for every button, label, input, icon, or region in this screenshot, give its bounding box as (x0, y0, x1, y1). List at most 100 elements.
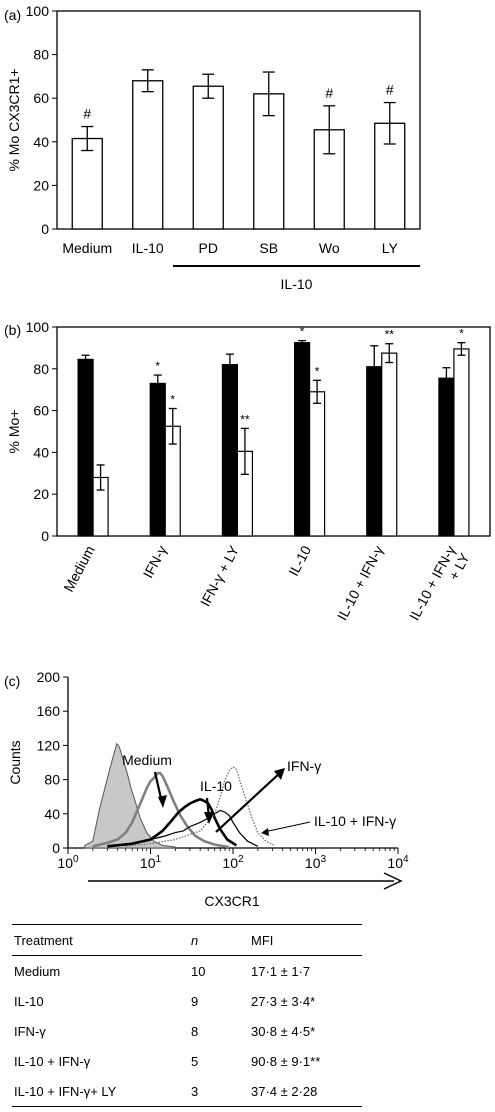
table-cell: 5 (191, 1053, 199, 1069)
panel-b-bar (221, 364, 239, 537)
panel-a-x-tick-label: Wo (319, 240, 340, 256)
panel-c-y-tick-label: 40 (44, 806, 60, 822)
panel-c-arrow-ifng (215, 771, 282, 833)
panel-b-annotation: ** (240, 412, 250, 426)
panel-c-x-tick-exp: 1 (156, 854, 162, 865)
panel-a-error-bar (141, 69, 154, 93)
panel-c-y-tick-label: 160 (37, 703, 61, 719)
table-cell: IL-10 + IFN-γ (14, 1053, 91, 1069)
panel-c-y-tick-label: 80 (44, 772, 60, 788)
panel-b-x-tick-line: Medium (60, 543, 98, 594)
panel-b-annotation: * (155, 359, 160, 373)
table-cell: 30·8 ± 4·5* (251, 1023, 316, 1039)
table-cell: IL-10 (14, 993, 44, 1009)
panel-c-arrowhead-il10 (204, 812, 214, 824)
panel-b-bar (308, 391, 326, 537)
panel-c-histogram-line (107, 797, 238, 848)
panel-a-error-bar (202, 73, 215, 99)
panel-a-annotation: # (83, 106, 91, 122)
panel-b-x-tick-line: IFN-γ (140, 543, 170, 581)
panel-c-arrowhead-ifng (274, 768, 285, 780)
panel-a-group-label: IL-10 (281, 276, 313, 292)
panel-c-arrow-il10-ifng (263, 821, 311, 833)
table-row: IL-10 + IFN-γ 5 90·8 ± 9·1** (12, 1046, 362, 1076)
panel-c-x-tick-exp: 3 (321, 854, 327, 865)
panel-b-y-tick-label: 0 (41, 528, 49, 544)
panel-a-y-tick-label: 40 (33, 134, 49, 150)
panel-c-x-tick-label: 100 (57, 854, 79, 871)
table-row: IL-10 9 27·3 ± 3·4* (12, 986, 362, 1016)
panel-c-x-tick-label: 102 (222, 854, 244, 871)
panel-b-x-tick-line: IL-10 + IFN-γ (334, 543, 387, 623)
panel-a-annotation: # (386, 82, 394, 98)
panel-b-plot-frame (56, 326, 491, 537)
panel-b-bar (366, 366, 383, 537)
panel-a-x-tick-label: IL-10 (132, 240, 164, 256)
panel-label-c: (c) (4, 673, 20, 689)
panel-b-x-tick-label: IL-10 + IFN-γ (334, 543, 387, 623)
panel-a-x-tick-label: PD (199, 240, 218, 256)
panel-b-error-bar (240, 427, 249, 475)
panel-c-x-tick-base: 10 (222, 855, 238, 871)
panel-b-x-tick-label: IL-10 + IFN-γ+ LY (406, 542, 473, 630)
panel-b-y-tick-label: 40 (33, 444, 49, 460)
panel-c-label-il10-ifng: IL-10 + IFN-γ (314, 813, 396, 829)
panel-b-x-tick-label: IFN-γ + LY (197, 542, 243, 609)
panel-b-error-bar (370, 345, 379, 389)
panel-a-y-axis-label: % Mo CX3CR1+ (6, 68, 22, 171)
panel-b-bar (453, 348, 470, 537)
panel-b-error-bar (313, 379, 322, 404)
table-header-n: n (191, 932, 199, 948)
panel-b-bar (381, 352, 398, 537)
panel-c-arrowhead-medium (158, 795, 167, 808)
panel-c-label-il10: IL-10 (200, 778, 232, 794)
panel-a-bar (253, 93, 285, 230)
panel-a-bar (192, 85, 224, 230)
panel-a-x-tick-label: LY (382, 240, 399, 256)
panel-b-y-tick-label: 20 (33, 486, 49, 502)
panel-c-x-tick-label: 101 (140, 854, 162, 871)
panel-b-bar (77, 358, 94, 537)
panel-b-error-bar (385, 343, 394, 364)
panel-b-y-tick-label: 80 (33, 361, 49, 377)
panel-b-y-tick-label: 60 (33, 403, 49, 419)
panel-b-x-tick-line: IL-10 (285, 543, 314, 579)
panel-a-y-tick-label: 20 (33, 177, 49, 193)
table-cell: IL-10 + IFN-γ+ LY (14, 1083, 117, 1099)
panel-b-error-bar (96, 464, 105, 491)
table-header-row: Treatment n MFI (12, 924, 362, 956)
table-cell: 9 (191, 993, 199, 1009)
panel-c-histogram-line (92, 771, 230, 849)
panel-label-b: (b) (4, 322, 21, 338)
panel-a-error-bar (81, 125, 94, 152)
panel-c-y-tick-label: 200 (37, 669, 61, 685)
panel-b-x-tick-line: IL-10 + IFN-γ (406, 543, 459, 623)
panel-a-y-tick-label: 80 (33, 47, 49, 63)
panel-c-label-medium: Medium (122, 752, 172, 768)
mfi-table: Treatment n MFI Medium 10 17·1 ± 1·7 IL-… (12, 924, 362, 1107)
panel-b-annotation: * (459, 327, 464, 341)
panel-c-x-tick-exp: 0 (73, 854, 79, 865)
panel-b-error-bar (81, 354, 90, 365)
panel-label-a: (a) (4, 7, 21, 23)
panel-a-y-tick-label: 100 (26, 3, 50, 19)
panel-c-histogram-line (125, 765, 275, 847)
panel-b-y-tick-label: 100 (26, 319, 50, 335)
panel-b-bar (438, 377, 455, 537)
panel-a-bar (132, 80, 164, 230)
panel-b-annotation: * (170, 393, 175, 407)
panel-b-y-axis-label: % Mo+ (6, 410, 22, 454)
panel-a-y-tick-label: 0 (41, 221, 49, 237)
table-header-mfi: MFI (251, 932, 274, 948)
panel-c-label-ifng: IFN-γ (287, 758, 321, 774)
panel-a-x-tick-label: Medium (62, 240, 112, 256)
panel-c-y-axis-label: Counts (7, 740, 23, 784)
panel-b-error-bar (457, 342, 466, 356)
table-cell: 37·4 ± 2·28 (251, 1083, 318, 1099)
panel-b-annotation: * (300, 325, 305, 339)
panel-c-x-tick-base: 10 (387, 855, 403, 871)
panel-a-bar (71, 137, 103, 230)
table-row: IFN-γ 8 30·8 ± 4·5* (12, 1016, 362, 1046)
panel-c-x-direction-arrowhead (383, 872, 403, 890)
